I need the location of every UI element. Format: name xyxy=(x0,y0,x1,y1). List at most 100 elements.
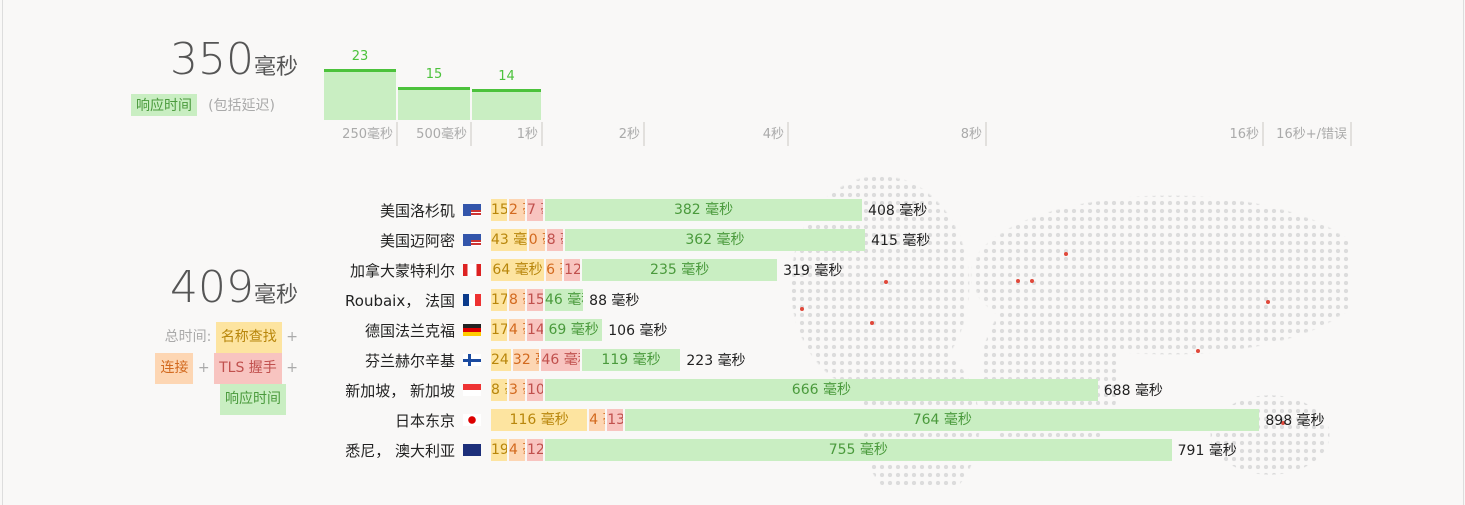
dns-segment: 17 毫秒 xyxy=(491,289,507,311)
dns-segment: 19 毫秒 xyxy=(491,439,507,461)
dns-segment: 8 毫秒 xyxy=(491,379,507,401)
histogram-value-label: 23 xyxy=(351,49,369,65)
total-prefix: 总时间: xyxy=(164,329,212,345)
location-name: 美国洛杉矶 xyxy=(379,201,455,220)
flag-ca-icon xyxy=(463,264,481,276)
flag-us-icon xyxy=(463,204,481,216)
location-name: 悉尼， 澳大利亚 xyxy=(345,441,455,460)
total-time: 223 毫秒 xyxy=(686,353,746,369)
axis-tick-label: 2秒 xyxy=(543,122,645,146)
location-name: Roubaix， 法国 xyxy=(345,291,455,310)
flag-us-icon xyxy=(463,234,481,246)
tls-segment: 13 毫秒 xyxy=(607,409,624,431)
location-name: 美国迈阿密 xyxy=(379,231,455,250)
location-row: 芬兰赫尔辛基 24 毫秒32 毫秒46 毫秒119 毫秒 223 毫秒 xyxy=(300,349,746,371)
dns-segment: 24 毫秒 xyxy=(491,349,511,371)
location-name: 芬兰赫尔辛基 xyxy=(364,351,455,370)
server-dot xyxy=(1196,349,1200,353)
plus: + xyxy=(197,360,210,376)
location-row: 德国法兰克福 17 毫秒4 毫秒14 毫秒69 毫秒 106 毫秒 xyxy=(300,319,667,341)
tls-segment: 46 毫秒 xyxy=(541,349,580,371)
server-dot xyxy=(1281,421,1285,425)
location-name: 新加坡， 新加坡 xyxy=(345,381,455,400)
axis-tick-label: 16秒+/错误 xyxy=(1264,122,1352,146)
total-time: 319 毫秒 xyxy=(783,263,843,279)
server-dot xyxy=(1030,279,1034,283)
response-segment: 119 毫秒 xyxy=(581,349,681,371)
connect-segment: 6 毫秒 xyxy=(546,259,563,281)
total-time: 791 毫秒 xyxy=(1177,443,1237,459)
response-segment: 46 毫秒 xyxy=(545,289,584,311)
location-name: 日本东京 xyxy=(394,411,455,430)
axis-tick-label: 250毫秒 xyxy=(324,122,398,146)
flag-fi-icon xyxy=(463,354,481,366)
response-segment: 362 毫秒 xyxy=(564,229,866,251)
total-time: 688 毫秒 xyxy=(1103,383,1163,399)
location-row: 悉尼， 澳大利亚 19 毫秒4 毫秒12 毫秒755 毫秒 791 毫秒 xyxy=(300,439,1237,461)
legend-connect: 连接 xyxy=(155,353,194,384)
tls-segment: 7 毫秒 xyxy=(527,199,543,221)
total-time: 898 毫秒 xyxy=(1265,413,1325,429)
unit: 毫秒 xyxy=(253,283,298,308)
server-dot xyxy=(800,307,804,311)
total-time: 88 毫秒 xyxy=(589,293,640,309)
response-value: 350 xyxy=(170,34,254,85)
response-segment: 235 毫秒 xyxy=(582,259,778,281)
histogram-value-label: 14 xyxy=(498,69,515,85)
server-dot xyxy=(884,280,888,284)
flag-sg-icon xyxy=(463,384,481,396)
histogram-bar xyxy=(324,69,396,120)
location-row: 美国迈阿密 43 毫秒0 毫秒8 毫秒362 毫秒 415 毫秒 xyxy=(300,229,930,251)
response-legend: 响应时间 (包括延迟) xyxy=(131,94,275,116)
flag-fr-icon xyxy=(463,294,481,306)
response-segment: 382 毫秒 xyxy=(545,199,863,221)
response-label: 响应时间 xyxy=(131,94,197,116)
axis-tick-label: 8秒 xyxy=(789,122,987,146)
location-name: 德国法兰克福 xyxy=(364,321,455,340)
axis-tick-label: 1秒 xyxy=(472,122,543,146)
plus: + xyxy=(286,329,298,345)
location-name: 加拿大蒙特利尔 xyxy=(349,261,455,280)
response-segment: 755 毫秒 xyxy=(545,439,1172,461)
axis-tick-label: 16秒 xyxy=(987,122,1264,146)
connect-segment: 0 毫秒 xyxy=(528,229,545,251)
tls-segment: 12 毫秒 xyxy=(564,259,581,281)
dns-segment: 17 毫秒 xyxy=(491,319,507,341)
connect-segment: 32 毫秒 xyxy=(512,349,540,371)
connect-segment: 8 毫秒 xyxy=(509,289,525,311)
tls-segment: 12 毫秒 xyxy=(527,439,543,461)
tls-segment: 10 毫秒 xyxy=(527,379,543,401)
dns-segment: 43 毫秒 xyxy=(491,229,527,251)
server-dot xyxy=(1064,252,1068,256)
dns-segment: 116 毫秒 xyxy=(491,409,588,431)
response-note: (包括延迟) xyxy=(208,98,276,114)
connect-segment: 3 毫秒 xyxy=(509,379,525,401)
flag-jp-icon xyxy=(463,414,481,426)
histogram-bar xyxy=(472,89,541,120)
legend-dns: 名称查找 xyxy=(215,322,282,353)
dns-segment: 64 毫秒 xyxy=(491,259,545,281)
axis-tick-label: 500毫秒 xyxy=(398,122,472,146)
legend-tls: TLS 握手 xyxy=(214,353,282,384)
plus: + xyxy=(286,360,298,376)
server-dot xyxy=(1016,279,1020,283)
tls-segment: 8 毫秒 xyxy=(546,229,563,251)
location-row: 美国洛杉矶 15 毫秒2 毫秒7 毫秒382 毫秒 408 毫秒 xyxy=(300,199,927,221)
response-time-summary: 350毫秒 xyxy=(170,34,298,85)
server-dot xyxy=(870,321,874,325)
response-segment: 69 毫秒 xyxy=(545,319,603,341)
response-segment: 666 毫秒 xyxy=(545,379,1098,401)
flag-de-icon xyxy=(463,324,481,336)
flag-au-icon xyxy=(463,444,481,456)
total-time: 408 毫秒 xyxy=(868,203,928,219)
tls-segment: 15 毫秒 xyxy=(527,289,543,311)
world-map xyxy=(790,175,1350,485)
connect-segment: 2 毫秒 xyxy=(509,199,525,221)
histogram-value-label: 15 xyxy=(425,67,443,82)
total-time-summary: 409毫秒 xyxy=(170,262,298,313)
axis-tick-label: 4秒 xyxy=(645,122,789,146)
